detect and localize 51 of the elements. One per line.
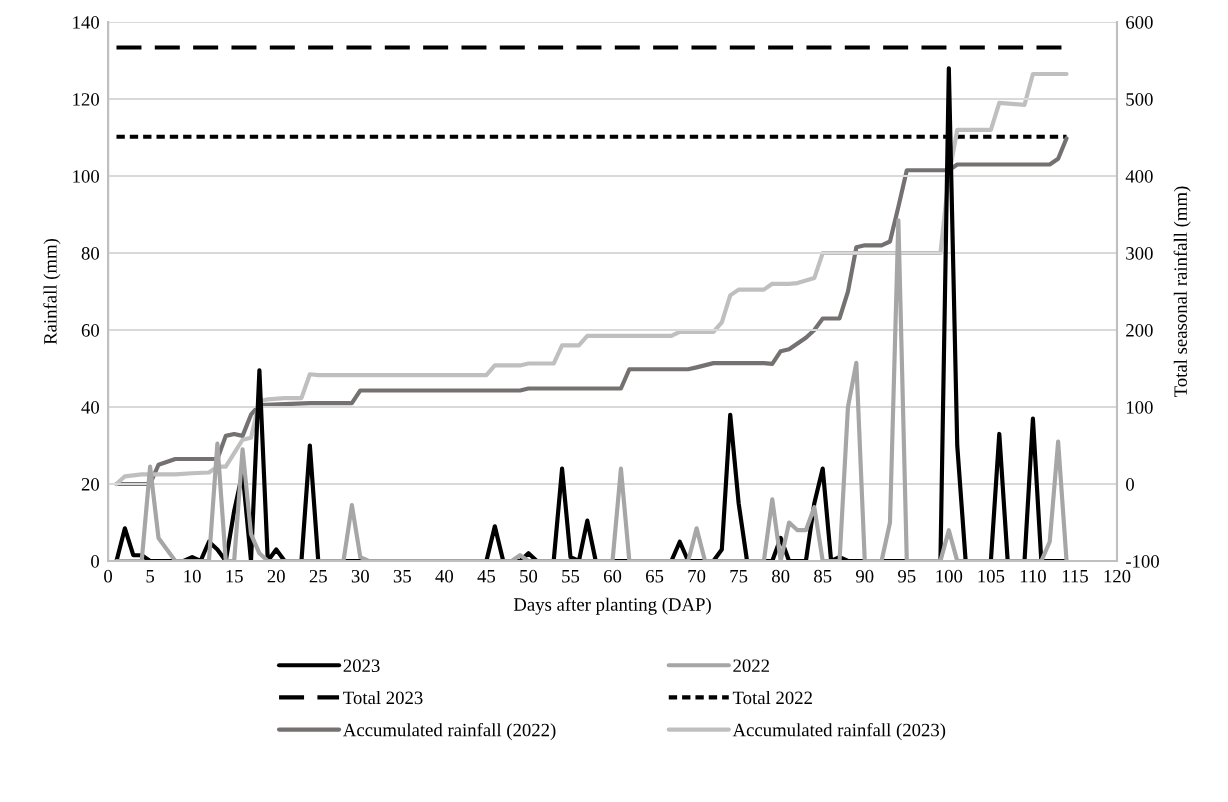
x-tick-label: 10 xyxy=(184,569,201,583)
legend-label: Accumulated rainfall (2023) xyxy=(732,722,946,741)
x-tick-label: 75 xyxy=(730,570,748,583)
x-tick-label: 85 xyxy=(814,569,832,583)
y-tick-label: 140 xyxy=(73,16,100,29)
y2-tick-label: 500 xyxy=(1126,93,1153,106)
x-tick-label: 35 xyxy=(393,569,411,583)
x-tick-label: 45 xyxy=(477,570,496,583)
y2-tick-label: 200 xyxy=(1126,324,1153,337)
x-tick-label: 105 xyxy=(978,569,1005,583)
y-axis-title: Rainfall (mm) xyxy=(43,238,61,345)
y-tick-label: 100 xyxy=(73,170,100,183)
x-tick-label: 20 xyxy=(267,569,285,583)
x-tick-label: 55 xyxy=(562,570,580,583)
x-tick-label: 120 xyxy=(1104,569,1131,583)
legend-label: Accumulated rainfall (2022) xyxy=(343,722,556,741)
y-tick-label: 120 xyxy=(73,93,100,106)
x-tick-label: 30 xyxy=(351,569,369,583)
y2-tick-label: 0 xyxy=(1126,478,1134,491)
y2-tick-label: 600 xyxy=(1126,16,1153,29)
x-tick-label: 115 xyxy=(1062,569,1088,583)
x-tick-label: 95 xyxy=(898,569,916,583)
x-tick-label: 100 xyxy=(936,569,963,583)
legend-label: 2023 xyxy=(343,659,380,673)
y2-tick-label: -100 xyxy=(1126,555,1159,568)
x-tick-label: 50 xyxy=(520,569,538,583)
x-tick-label: 25 xyxy=(309,569,327,583)
y-tick-label: 80 xyxy=(81,247,100,260)
y2-tick-label: 300 xyxy=(1126,247,1153,260)
x-tick-label: 60 xyxy=(603,569,622,583)
y-tick-label: 20 xyxy=(81,478,100,491)
x-tick-label: 90 xyxy=(855,569,874,583)
line-series xyxy=(114,71,1069,487)
x-tick-label: 65 xyxy=(646,569,664,583)
y-tick-label: 40 xyxy=(81,401,100,414)
x-axis-title: Days after planting (DAP) xyxy=(513,597,711,615)
y2-tick-label: 100 xyxy=(1126,401,1153,414)
x-tick-label: 70 xyxy=(688,569,706,583)
x-tick-label: 5 xyxy=(146,570,155,583)
x-tick-label: 0 xyxy=(104,569,113,583)
legend-label: 2022 xyxy=(733,659,769,673)
x-tick-label: 80 xyxy=(772,569,790,583)
x-tick-label: 15 xyxy=(226,569,243,583)
y2-axis-title: Total seasonal rainfall (mm) xyxy=(1173,186,1191,397)
y-tick-label: 0 xyxy=(91,555,100,568)
x-tick-label: 40 xyxy=(435,569,454,583)
y2-tick-label: 400 xyxy=(1125,170,1153,183)
y-tick-label: 60 xyxy=(81,324,100,337)
x-tick-label: 110 xyxy=(1020,569,1046,583)
legend-label: Total 2022 xyxy=(732,690,812,705)
legend-label: Total 2023 xyxy=(343,690,423,705)
